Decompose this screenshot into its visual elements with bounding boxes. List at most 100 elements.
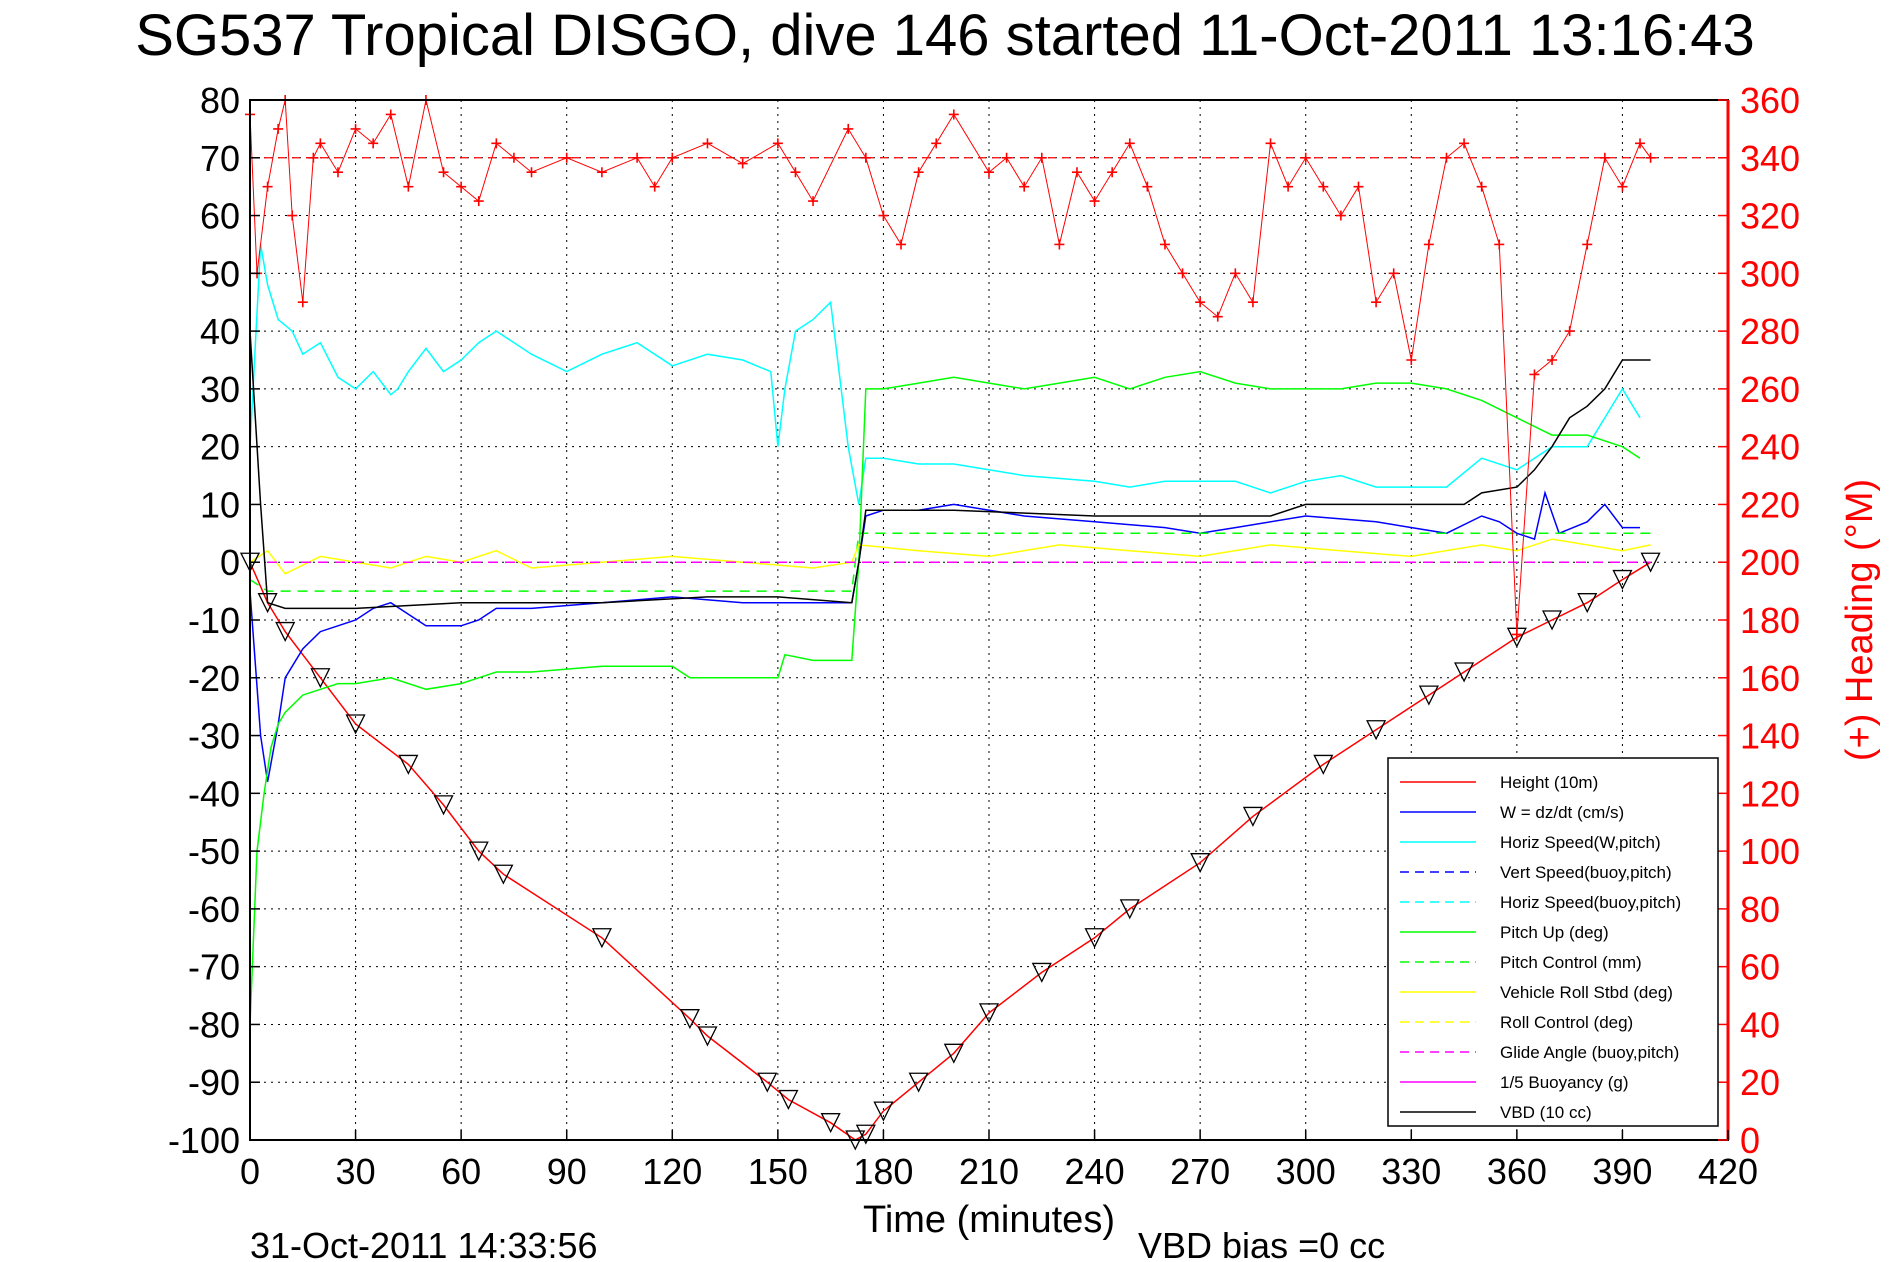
y2-tick-label: 40 — [1740, 1004, 1780, 1045]
y2-tick-label: 20 — [1740, 1062, 1780, 1103]
x-tick-label: 120 — [642, 1151, 702, 1192]
height-marker — [1313, 754, 1334, 775]
x-tick-label: 360 — [1487, 1151, 1547, 1192]
legend-label: Vehicle Roll Stbd (deg) — [1500, 983, 1673, 1002]
y2-tick-label: 240 — [1740, 427, 1800, 468]
y2-tick-label: 0 — [1740, 1120, 1760, 1161]
y-tick-label: -80 — [188, 1004, 240, 1045]
height-marker — [873, 1101, 894, 1122]
heading-line — [249, 99, 1652, 635]
height-marker — [345, 714, 366, 735]
x-tick-label: 330 — [1381, 1151, 1441, 1192]
footer-vbd-bias: VBD bias =0 cc — [1138, 1225, 1385, 1262]
y-tick-label: 50 — [200, 253, 240, 294]
y-axis-ticks: 80 70 60 50 40 30 20 10 0 -10 -20 -30 -40 -50 -60 -70 -8… — [168, 80, 260, 1161]
x-tick-label: 270 — [1170, 1151, 1230, 1192]
x-tick-label: 60 — [441, 1151, 481, 1192]
y2-axis-ticks: 3603403203002802602402202001801601401201… — [1718, 80, 1800, 1161]
x-axis-label: Time (minutes) — [863, 1199, 1115, 1241]
y-tick-label: -20 — [188, 658, 240, 699]
y-tick-label: -10 — [188, 600, 240, 641]
y-tick-label: -100 — [168, 1120, 240, 1161]
height-marker — [943, 1043, 964, 1064]
legend-label: VBD (10 cc) — [1500, 1103, 1592, 1122]
height-marker — [1366, 720, 1387, 741]
legend-label: W = dz/dt (cm/s) — [1500, 803, 1624, 822]
series-line-horiz — [249, 244, 1641, 505]
height-marker — [978, 1003, 1000, 1024]
y2-tick-label: 60 — [1740, 947, 1780, 988]
y-tick-label: 10 — [200, 484, 240, 525]
y2-tick-label: 140 — [1740, 716, 1800, 757]
height-marker — [820, 1113, 841, 1134]
y-tick-label: -50 — [188, 831, 240, 872]
legend-label: Pitch Control (mm) — [1500, 953, 1642, 972]
legend-label: Horiz Speed(buoy,pitch) — [1500, 893, 1681, 912]
legend: Height (10m) W = dz/dt (cm/s) Horiz Speed(… — [1387, 757, 1719, 1127]
height-marker — [679, 1009, 700, 1030]
y-tick-label: -30 — [188, 716, 240, 757]
x-tick-label: 150 — [748, 1151, 808, 1192]
height-marker — [275, 621, 296, 643]
height-marker — [257, 593, 278, 614]
y-tick-label: 20 — [200, 427, 240, 468]
height-marker — [1242, 806, 1263, 827]
height-marker — [493, 864, 514, 885]
y2-tick-label: 320 — [1740, 196, 1800, 237]
y2-tick-label: 280 — [1740, 311, 1800, 352]
height-marker — [1577, 593, 1598, 614]
legend-label: Vert Speed(buoy,pitch) — [1500, 863, 1672, 882]
legend-label: Horiz Speed(W,pitch) — [1500, 833, 1661, 852]
x-tick-label: 420 — [1698, 1151, 1758, 1192]
chart-title: SG537 Tropical DISGO, dive 146 started 1… — [135, 3, 1755, 68]
legend-box — [1387, 757, 1719, 1127]
height-marker — [1031, 962, 1052, 983]
y-tick-label: -70 — [188, 947, 240, 988]
height-marker — [1541, 610, 1563, 631]
x-tick-label: 90 — [547, 1151, 587, 1192]
y-tick-label: 70 — [200, 138, 240, 179]
y-tick-label: -60 — [188, 889, 240, 930]
y2-tick-label: 160 — [1740, 658, 1800, 699]
height-marker — [398, 754, 419, 775]
y2-axis-label: (+) Heading (°M) — [1839, 479, 1881, 761]
y-tick-label: 0 — [220, 542, 240, 583]
legend-label: Pitch Up (deg) — [1500, 923, 1609, 942]
y-tick-label: -40 — [188, 773, 240, 814]
x-tick-label: 300 — [1276, 1151, 1336, 1192]
x-tick-label: 210 — [959, 1151, 1019, 1192]
series-line-roll — [249, 538, 1651, 575]
series-line-w — [249, 490, 1640, 782]
y2-tick-label: 260 — [1740, 369, 1800, 410]
height-marker — [468, 841, 489, 862]
height-marker — [310, 668, 331, 689]
height-marker — [697, 1026, 718, 1047]
x-tick-label: 0 — [240, 1151, 260, 1192]
y-tick-label: -90 — [188, 1062, 240, 1103]
series-line-pitch-dashed — [249, 532, 1651, 592]
y2-tick-label: 120 — [1740, 773, 1800, 814]
x-tick-label: 240 — [1065, 1151, 1125, 1192]
height-marker — [1640, 552, 1661, 573]
y-tick-label: 30 — [200, 369, 240, 410]
y-tick-label: 40 — [200, 311, 240, 352]
x-tick-label: 30 — [336, 1151, 376, 1192]
y2-tick-label: 220 — [1740, 484, 1800, 525]
legend-label: 1/5 Buoyancy (g) — [1500, 1073, 1629, 1092]
y2-tick-label: 340 — [1740, 138, 1800, 179]
series-line-height — [249, 561, 1651, 1141]
legend-label: Height (10m) — [1500, 773, 1598, 792]
y2-tick-label: 180 — [1740, 600, 1800, 641]
height-marker — [1418, 685, 1439, 706]
y2-tick-label: 100 — [1740, 831, 1800, 872]
x-tick-label: 390 — [1592, 1151, 1652, 1192]
height-marker — [778, 1089, 799, 1111]
y2-tick-label: 300 — [1740, 253, 1800, 294]
y2-tick-label: 360 — [1740, 80, 1800, 121]
y2-tick-label: 80 — [1740, 889, 1780, 930]
height-marker — [757, 1072, 778, 1093]
height-marker — [1084, 928, 1105, 949]
height-marker — [1119, 899, 1140, 920]
x-tick-label: 180 — [853, 1151, 913, 1192]
